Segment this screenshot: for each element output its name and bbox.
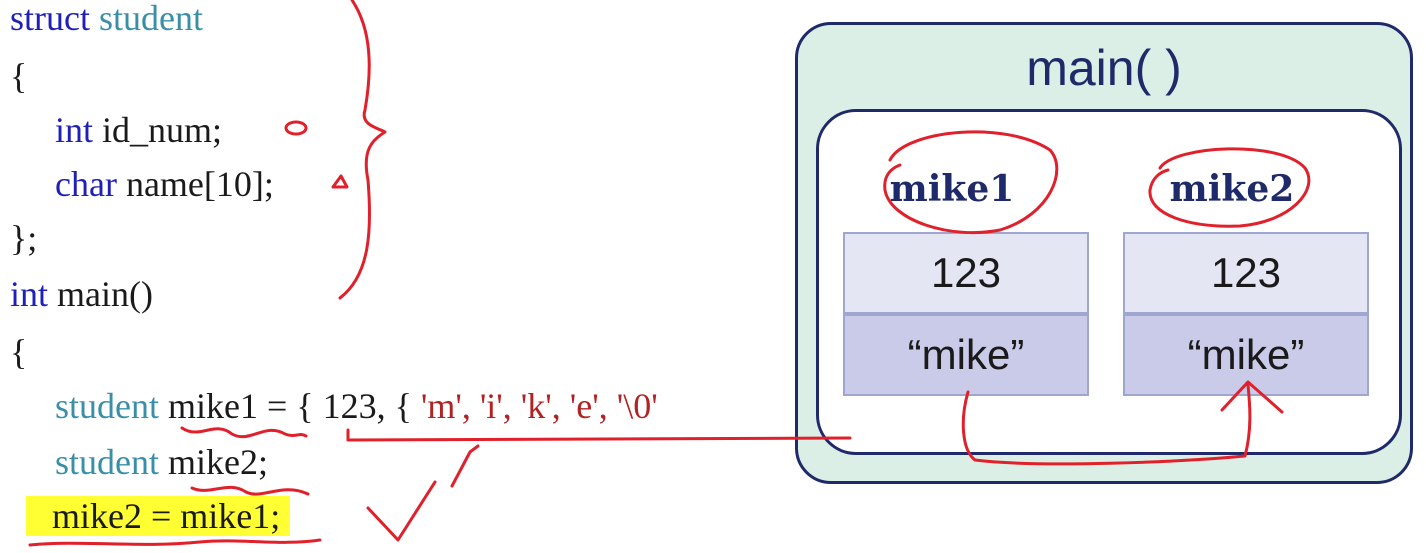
diagram-title: main( )	[1026, 40, 1182, 96]
mike2-underline	[190, 485, 310, 496]
main-scope-box: mike1 mike2 123 “mike” 123 “mike”	[816, 109, 1402, 455]
type-student-mike2: student	[55, 442, 159, 482]
code-line-assign: mike2 = mike1;	[26, 494, 291, 538]
mike1-init-chars: 'm', 'i', 'k', 'e', '\0'	[420, 386, 658, 426]
assign-highlight: mike2 = mike1;	[26, 496, 291, 536]
code-line-main: int main()	[10, 272, 153, 316]
var-label-mike1: mike1	[889, 168, 1015, 210]
copy-arrowhead	[1220, 380, 1284, 414]
struct-brace-mark	[338, 0, 387, 300]
mike1-name-cell: “mike”	[843, 314, 1089, 396]
code-line-main-brace: {	[10, 332, 28, 372]
name-marker	[331, 174, 349, 189]
type-student-mike1: student	[55, 386, 159, 426]
var-label-mike2: mike2	[1169, 168, 1295, 210]
keyword-int-main: int	[10, 274, 49, 314]
keyword-struct: struct	[10, 0, 90, 38]
mike1-circle	[883, 130, 1059, 235]
keyword-int: int	[55, 110, 94, 150]
memory-diagram: main( ) mike1 mike2 123 “mike” 123 “mike…	[795, 22, 1413, 484]
mike1-init-prefix: mike1 = { 123, {	[159, 386, 421, 426]
type-student: student	[98, 0, 203, 38]
copy-arrow	[961, 383, 1252, 466]
field-id-num: id_num;	[93, 110, 223, 150]
code-line-mike1-init: student mike1 = { 123, { 'm', 'i', 'k', …	[55, 384, 658, 428]
code-line-mike2-decl: student mike2;	[55, 440, 268, 484]
code-line-open-brace: {	[10, 56, 28, 96]
bottom-scribble	[28, 538, 322, 547]
check-mark-2	[366, 480, 437, 542]
code-line-struct: struct student	[10, 0, 203, 40]
mike2-id-cell: 123	[1123, 232, 1369, 314]
mike1-underline	[180, 426, 308, 439]
mike2-circle	[1148, 147, 1311, 228]
mike2-decl: mike2;	[159, 442, 268, 482]
func-main: main()	[48, 274, 153, 314]
id-num-marker	[284, 120, 308, 136]
mike1-id-cell: 123	[843, 232, 1089, 314]
code-line-close-brace: };	[10, 218, 38, 258]
keyword-char: char	[55, 164, 117, 204]
field-name: name[10];	[116, 164, 274, 204]
init-underline	[346, 428, 852, 442]
code-line-id-num: int id_num;	[55, 108, 222, 152]
code-line-name: char name[10];	[55, 162, 274, 206]
check-mark-1	[450, 444, 480, 488]
